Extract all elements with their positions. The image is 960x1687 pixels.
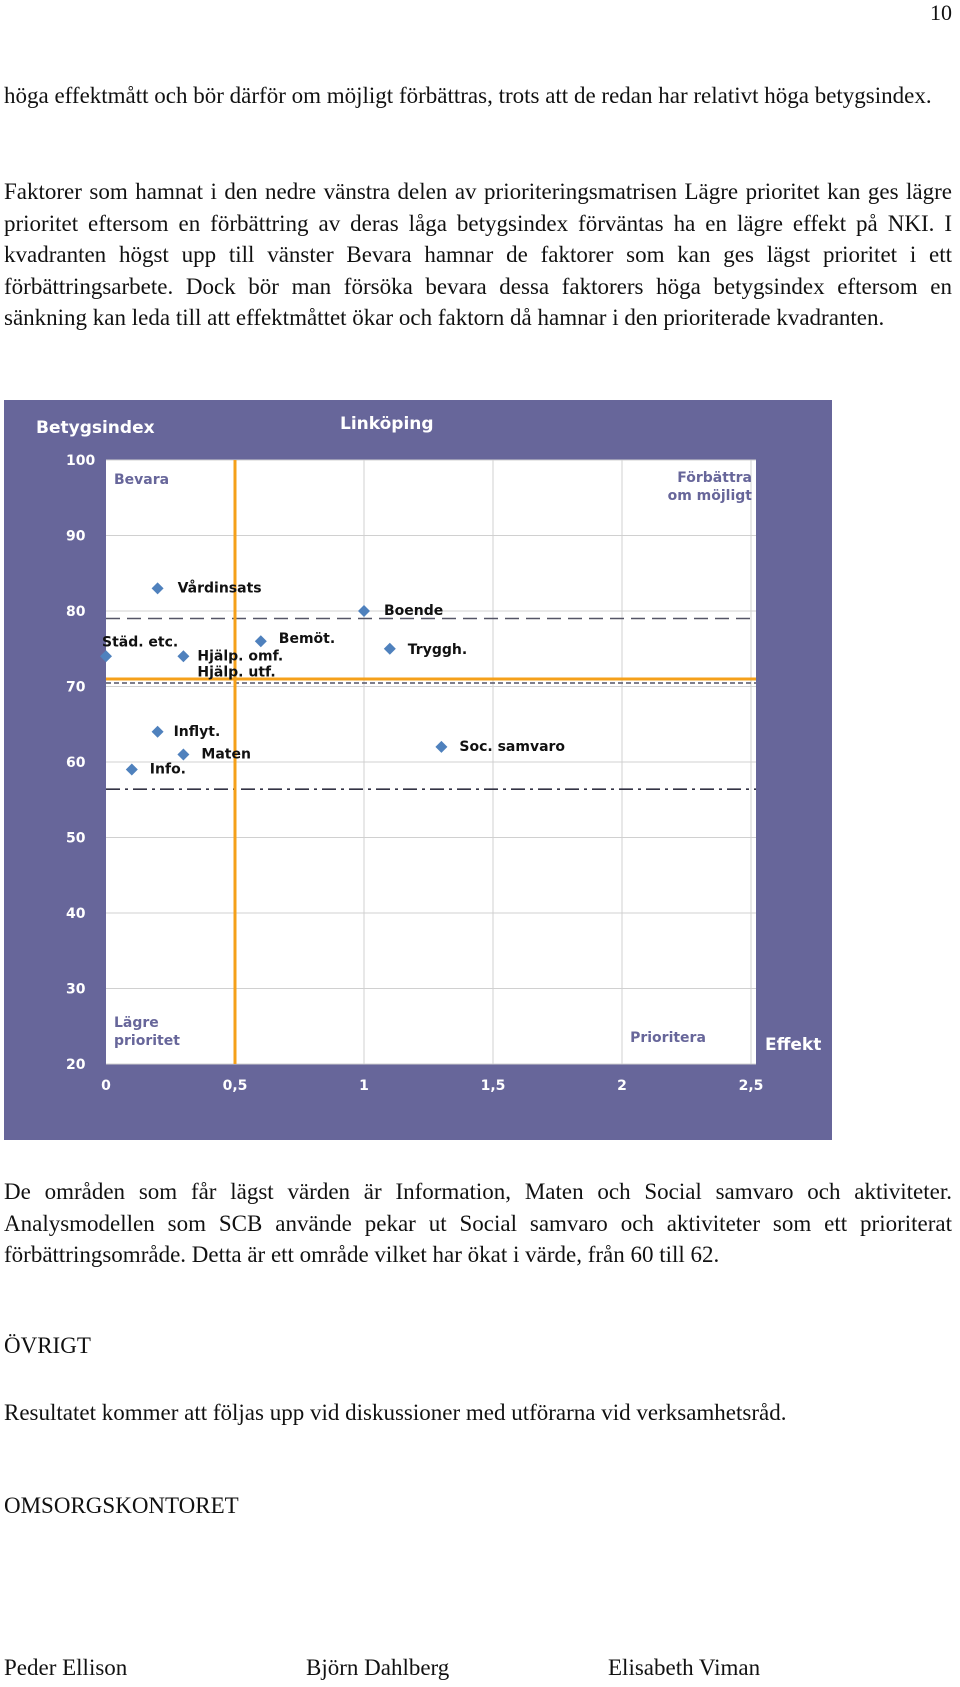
- heading-ovrigt: ÖVRIGT: [4, 1333, 91, 1358]
- y-tick-label: 40: [66, 906, 86, 922]
- y-tick-label: 80: [66, 604, 86, 620]
- data-point-marker: [151, 725, 164, 738]
- x-tick-label: 1,5: [481, 1078, 506, 1094]
- y-tick-label: 60: [66, 755, 86, 771]
- quadrant-label-prioritera: Prioritera: [630, 1030, 706, 1046]
- x-tick-label: 2: [617, 1078, 627, 1094]
- data-point-marker: [177, 650, 190, 663]
- chart-title: Linköping: [340, 414, 434, 434]
- data-point-marker: [254, 635, 267, 648]
- x-tick-label: 0: [101, 1078, 111, 1094]
- x-tick-label: 2,5: [739, 1078, 764, 1094]
- data-point-label: Inflyt.: [174, 724, 221, 740]
- data-point-marker: [358, 605, 370, 617]
- paragraph-followup: Resultatet kommer att följas upp vid dis…: [4, 1400, 787, 1425]
- signature-name: Björn Dahlberg: [306, 1655, 450, 1680]
- data-point-marker: [125, 763, 138, 776]
- paragraph-lowest-values: De områden som får lägst värden är Infor…: [4, 1179, 952, 1267]
- chart-svg: 100 90 80 70 60 50 40 30 20 0 0,5 1 1,5 2 2,5 Vårdinsa…: [36, 414, 821, 1094]
- y-tick-label: 100: [66, 453, 95, 469]
- y-tick-label: 90: [66, 529, 86, 545]
- data-point-label: Tryggh.: [408, 642, 467, 658]
- y-tick-label: 70: [66, 680, 86, 696]
- signature-name: Elisabeth Viman: [608, 1655, 761, 1680]
- data-point-label: Maten: [201, 746, 251, 762]
- data-point-marker: [100, 650, 112, 663]
- paragraph-quadrants: Faktorer som hamnat i den nedre vänstra …: [4, 179, 952, 330]
- data-point-label: Hjälp. utf.: [197, 664, 275, 680]
- data-point-label: Städ. etc.: [102, 634, 178, 650]
- data-point-marker: [435, 740, 448, 753]
- signature-name: Peder Ellison: [4, 1655, 128, 1680]
- data-point-label: Boende: [384, 603, 443, 619]
- y-tick-label: 30: [66, 982, 86, 998]
- data-point-label: Vårdinsats: [178, 579, 262, 596]
- y-tick-label: 50: [66, 831, 86, 847]
- data-point-marker: [383, 642, 396, 655]
- data-point-marker: [177, 748, 190, 761]
- x-tick-label: 0,5: [223, 1078, 248, 1094]
- data-point-marker: [151, 582, 164, 595]
- data-point-label: Hjälp. omf.: [197, 648, 283, 664]
- office-name: OMSORGSKONTORET: [4, 1493, 239, 1518]
- quadrant-label-om-mojligt: om möjligt: [668, 488, 753, 504]
- y-axis-title: Betygsindex: [36, 418, 155, 438]
- data-point-label: Soc. samvaro: [459, 739, 565, 755]
- y-tick-label: 20: [66, 1057, 86, 1073]
- paragraph-intro: höga effektmått och bör därför om möjlig…: [4, 83, 932, 108]
- x-axis-title: Effekt: [765, 1035, 821, 1055]
- quadrant-label-lagre: Lägre: [114, 1015, 159, 1031]
- x-tick-label: 1: [359, 1078, 369, 1094]
- data-point-label: Bemöt.: [279, 631, 335, 647]
- data-point-label: Info.: [150, 762, 186, 778]
- quadrant-label-forbattra: Förbättra: [677, 470, 752, 486]
- quadrant-label-prioritet: prioritet: [114, 1033, 180, 1049]
- quadrant-label-bevara: Bevara: [114, 472, 169, 488]
- priority-matrix-chart: 100 90 80 70 60 50 40 30 20 0 0,5 1 1,5 2 2,5 Vårdinsa…: [4, 400, 832, 1140]
- page-number: 10: [930, 0, 952, 25]
